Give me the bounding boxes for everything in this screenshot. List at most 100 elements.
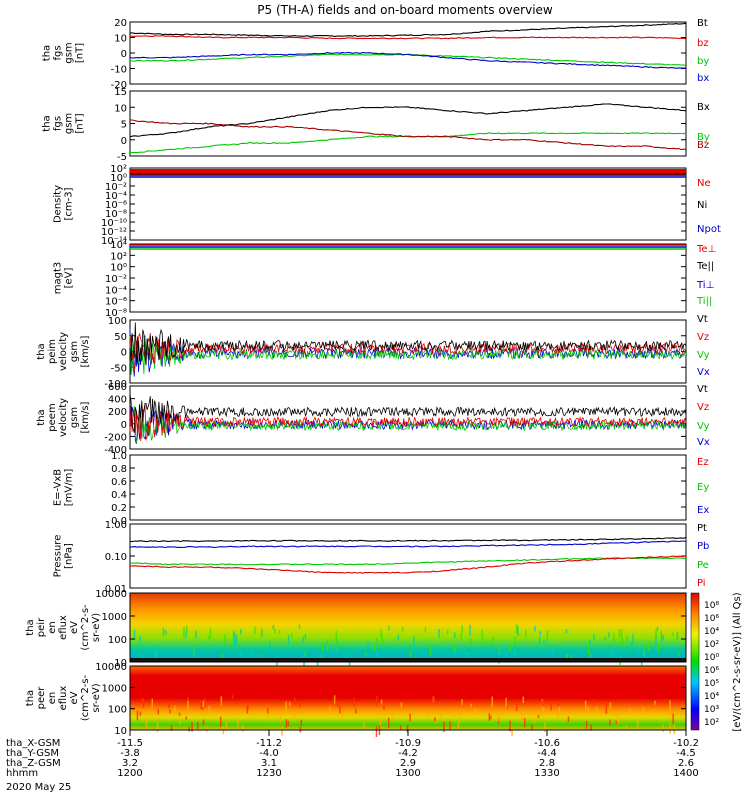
heatmap-streak xyxy=(231,695,234,699)
heatmap-streak xyxy=(185,630,187,638)
heatmap-streak xyxy=(363,722,365,728)
y-tick-label: 0.8 xyxy=(111,464,127,475)
ephemeris-value: -10.6 xyxy=(534,738,560,749)
heatmap-streak xyxy=(329,706,331,713)
legend-temp-0: Te⊥ xyxy=(696,244,716,255)
heatmap-streak xyxy=(522,696,524,704)
heatmap-streak xyxy=(662,724,664,733)
heatmap-streak xyxy=(570,655,572,660)
panel-peir: 10000 1000 100 10 tha peir en eflux eV (cm^2-s-sr… xyxy=(25,589,687,669)
heatmap-streak xyxy=(662,635,665,641)
y-axis-label: eV xyxy=(69,621,80,634)
y-tick-label: 10⁴ xyxy=(110,240,127,251)
y-tick-label: 400 xyxy=(108,395,127,406)
y-tick-label: 10⁻¹⁴ xyxy=(101,236,127,247)
series-Pe xyxy=(129,557,687,566)
y-axis-label: gsm xyxy=(64,113,75,134)
heatmap-streak xyxy=(376,638,378,643)
heatmap-streak xyxy=(187,700,189,710)
heatmap-streak xyxy=(521,712,524,723)
heatmap-streak xyxy=(185,626,188,632)
y-tick-label: -400 xyxy=(104,445,127,456)
colorbar-tick: 10⁰ xyxy=(704,653,719,663)
heatmap-streak xyxy=(289,701,291,707)
legend-efield-1: Ey xyxy=(697,482,709,493)
heatmap-streak xyxy=(538,636,541,646)
heatmap-streak xyxy=(235,634,238,646)
y-axis-label: [km/s] xyxy=(80,335,91,367)
heatmap-streak xyxy=(491,696,493,708)
heatmap-streak xyxy=(302,636,304,643)
colorbar-tick: 10⁴ xyxy=(704,692,719,702)
velocity-trace-black xyxy=(129,322,687,366)
heatmap-streak xyxy=(630,641,632,647)
series-bz xyxy=(129,35,687,40)
y-axis-label: [cm-3] xyxy=(64,187,75,220)
heatmap-streak xyxy=(647,641,650,651)
heatmap-streak xyxy=(531,724,533,730)
heatmap-streak xyxy=(380,629,382,638)
ephemeris-value: -10.9 xyxy=(395,738,421,749)
heatmap-streak xyxy=(678,652,680,657)
legend-fgs-3: bx xyxy=(697,73,709,84)
heatmap-streak xyxy=(449,721,451,730)
colorbar-tick: 10⁶ xyxy=(704,614,719,624)
heatmap-streak xyxy=(139,635,141,643)
y-tick-label: 0.6 xyxy=(111,477,127,488)
y-tick-label: 600 xyxy=(108,382,127,393)
heatmap-streak xyxy=(151,716,153,721)
heatmap-streak xyxy=(247,705,249,710)
heatmap-streak xyxy=(204,698,206,708)
heatmap-streak xyxy=(237,717,239,728)
legend-peem-0: Vt xyxy=(697,384,708,395)
heatmap-streak xyxy=(608,632,610,638)
heatmap-streak xyxy=(267,707,269,714)
heatmap-streak xyxy=(388,717,390,728)
y-tick-label: 0 xyxy=(121,348,127,359)
heatmap-streak xyxy=(457,723,460,730)
heatmap-streak xyxy=(505,650,508,659)
heatmap-streak xyxy=(514,636,516,647)
series-Pt xyxy=(129,536,687,543)
y-tick-label: 10⁻¹⁰ xyxy=(101,218,127,229)
legend-temp-3: Ti|| xyxy=(696,296,712,307)
y-axis-label: sr-eV) xyxy=(91,613,102,642)
ephemeris-value: 2.6 xyxy=(678,758,694,769)
heatmap-streak xyxy=(481,633,484,644)
y-tick-label: 10⁻² xyxy=(105,182,127,193)
heatmap-streak xyxy=(294,697,296,705)
heatmap-streak xyxy=(339,705,341,714)
colorbar-label: [eV/(cm^2-s-sr-eV)] (All Qs) xyxy=(732,592,743,731)
heatmap-streak xyxy=(388,625,390,631)
heatmap-streak xyxy=(464,646,466,655)
heatmap-streak xyxy=(272,624,275,630)
heatmap-streak xyxy=(470,703,472,708)
y-tick-label: 100 xyxy=(108,705,127,716)
y-tick-label: 10⁻⁴ xyxy=(105,191,127,202)
heatmap-streak xyxy=(406,724,409,733)
heatmap-streak xyxy=(174,705,176,712)
legend-peim-3: Vx xyxy=(697,367,710,378)
y-axis-label: Density xyxy=(53,185,64,223)
heatmap-streak xyxy=(169,708,171,714)
heatmap-streak xyxy=(537,714,540,719)
series-Bx xyxy=(129,103,687,138)
heatmap-streak xyxy=(424,627,427,633)
y-tick-label: 1000 xyxy=(102,612,127,623)
heatmap-streak xyxy=(488,713,491,721)
heatmap-streak xyxy=(397,634,400,641)
heatmap-streak xyxy=(249,711,252,716)
heatmap-streak xyxy=(585,720,588,729)
y-tick-label: 10² xyxy=(110,164,127,175)
heatmap-streak xyxy=(242,725,244,732)
y-axis-label: [mV/m] xyxy=(64,469,75,507)
heatmap-streak xyxy=(188,726,190,732)
heatmap-streak xyxy=(142,654,144,660)
heatmap-streak xyxy=(324,642,326,650)
heatmap-streak xyxy=(638,646,640,653)
legend-density-1: Ni xyxy=(697,200,707,211)
heatmap-streak xyxy=(355,708,357,714)
